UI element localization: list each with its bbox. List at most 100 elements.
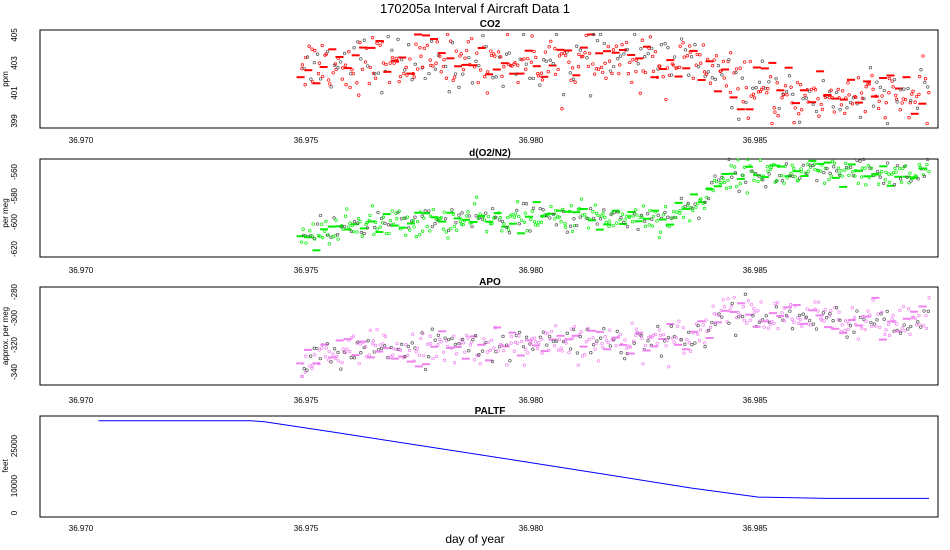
data-point [380, 40, 385, 44]
data-point [898, 108, 902, 112]
data-point [907, 116, 911, 120]
data-point [340, 77, 344, 81]
data-point [607, 59, 612, 63]
data-point [727, 57, 731, 62]
data-point [675, 324, 680, 328]
data-point [812, 162, 816, 166]
data-point [398, 348, 403, 352]
data-point [714, 54, 719, 58]
data-point [724, 84, 729, 88]
data-point [640, 38, 644, 42]
data-point [576, 363, 580, 367]
data-point [688, 44, 692, 48]
data-point [697, 339, 702, 343]
data-point [395, 217, 399, 221]
data-point [589, 351, 593, 355]
data-point [708, 325, 713, 329]
data-point [869, 324, 874, 328]
data-point [687, 330, 691, 335]
data-point [788, 303, 793, 307]
data-point [504, 225, 509, 230]
data-point [486, 214, 491, 219]
data-point [428, 334, 432, 338]
data-point [598, 217, 603, 221]
data-point [538, 83, 542, 87]
data-point [697, 216, 701, 220]
data-point [748, 59, 752, 64]
data-point [752, 306, 756, 311]
data-point [651, 214, 656, 219]
data-point [628, 214, 632, 218]
data-point [822, 181, 827, 185]
data-point [860, 166, 865, 170]
data-point [799, 170, 804, 174]
data-point [765, 319, 769, 323]
data-point [870, 74, 874, 78]
data-point [863, 327, 867, 332]
data-point [541, 330, 546, 334]
data-point [836, 166, 840, 170]
data-point [564, 341, 568, 345]
data-point [473, 334, 478, 338]
data-point [420, 214, 424, 218]
data-point [616, 210, 621, 214]
data-point [805, 307, 809, 311]
data-point [722, 180, 727, 185]
data-point [913, 316, 917, 321]
data-point [470, 36, 474, 41]
data-point [774, 77, 778, 81]
x-tick-co2-1: 36.970 [69, 136, 94, 145]
data-point [618, 54, 623, 58]
data-point [584, 33, 588, 38]
data-point [549, 39, 553, 44]
data-point [575, 44, 579, 48]
data-point [522, 57, 526, 61]
data-point [450, 208, 454, 212]
data-point [602, 41, 606, 46]
data-point [318, 356, 322, 361]
data-point [301, 227, 305, 231]
data-point [641, 362, 645, 366]
data-point [839, 103, 844, 107]
data-point [851, 170, 855, 174]
data-point [576, 65, 581, 69]
y-tick-co2-1: 399 [10, 114, 19, 128]
data-point [598, 32, 603, 37]
data-point [375, 327, 379, 332]
data-point [815, 178, 819, 183]
data-point [884, 101, 888, 105]
data-point [355, 230, 359, 234]
data-point [708, 187, 713, 191]
data-point [925, 162, 929, 167]
data-point [828, 312, 832, 316]
plot-frame-o2n2 [39, 158, 939, 258]
y-tick-co2-2: 401 [10, 86, 19, 100]
data-point [405, 353, 410, 358]
data-point [893, 319, 897, 324]
data-point [367, 353, 371, 357]
data-point [300, 374, 304, 379]
data-point [917, 314, 921, 318]
data-point [903, 164, 908, 168]
data-point [606, 340, 610, 345]
data-point [875, 318, 879, 322]
data-point [914, 94, 919, 99]
data-point [347, 50, 351, 54]
data-point [387, 80, 392, 85]
data-point [559, 220, 563, 224]
data-point [793, 106, 797, 110]
data-point [522, 363, 527, 367]
data-point [782, 319, 787, 323]
data-line-paltf [98, 420, 929, 499]
data-point [850, 306, 854, 310]
data-point [498, 216, 502, 220]
data-point [831, 319, 835, 323]
y-tick-paltf-3: 25000 [10, 434, 19, 457]
data-point [630, 220, 635, 224]
data-point [388, 218, 393, 223]
x-tick-apo-1: 36.970 [69, 396, 94, 405]
data-point [431, 207, 435, 212]
data-point [816, 97, 820, 101]
data-point [628, 345, 632, 349]
data-point [496, 211, 501, 215]
